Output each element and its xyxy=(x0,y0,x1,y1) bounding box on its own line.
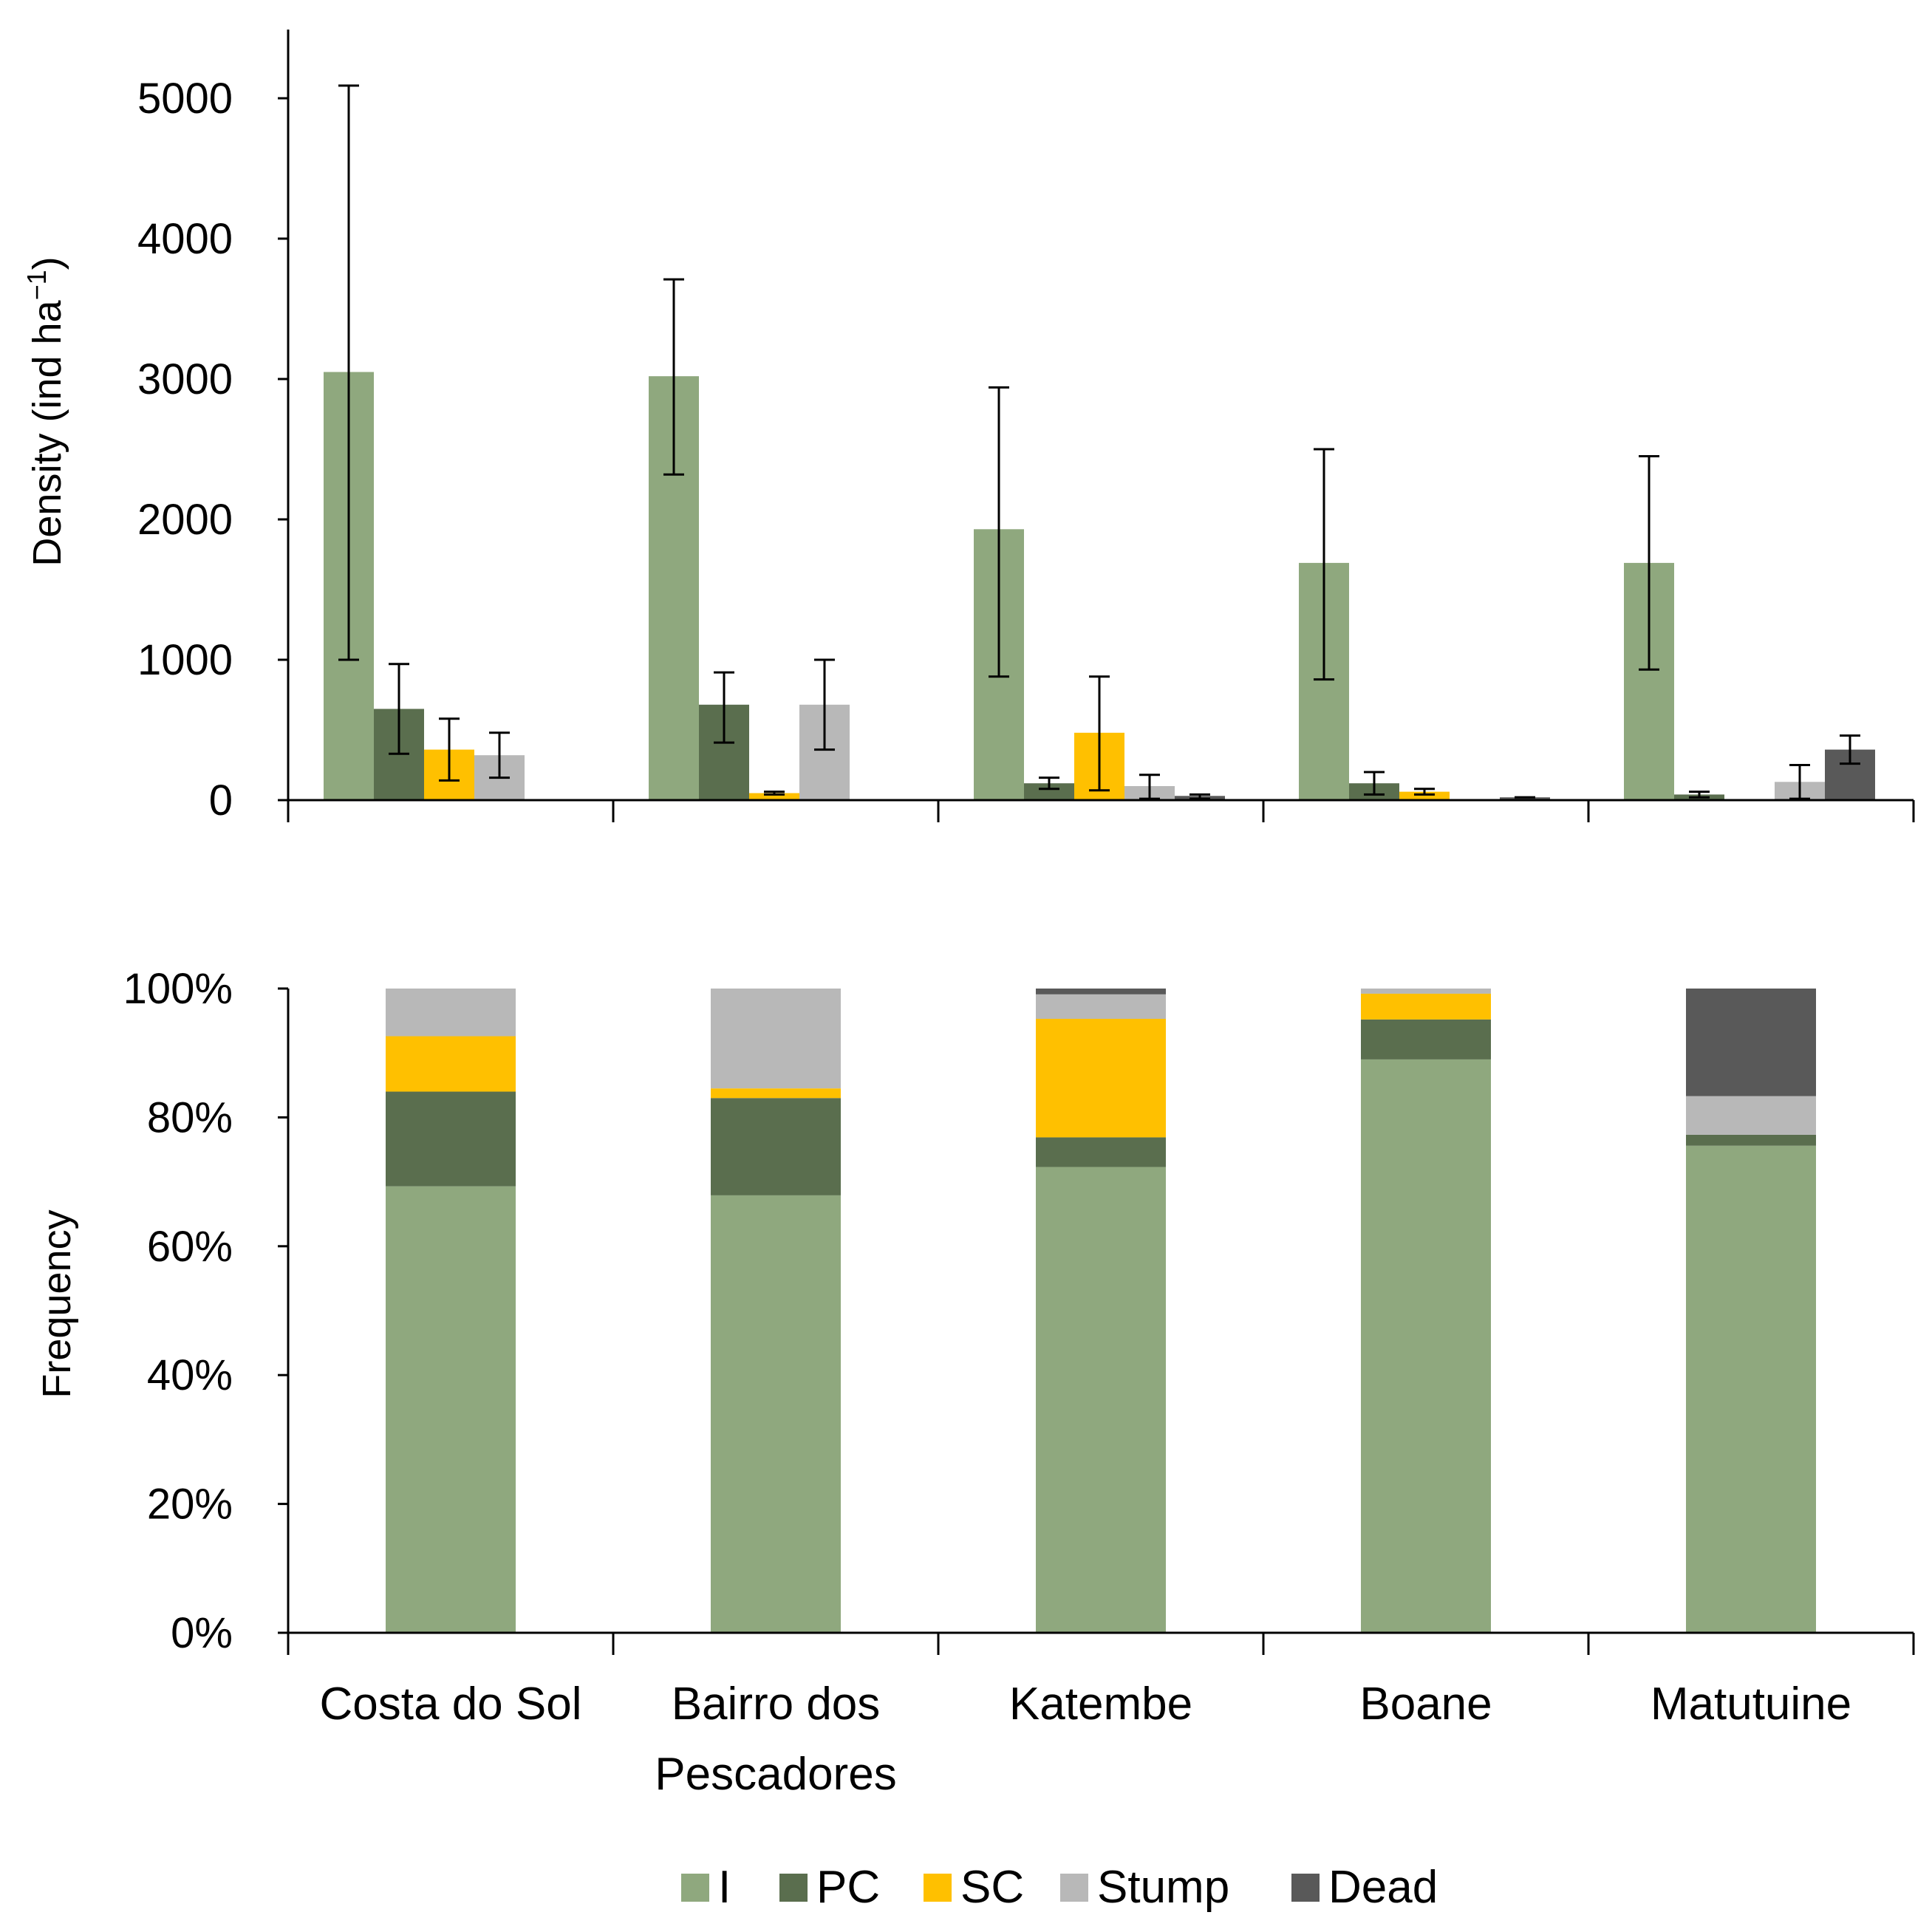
frequency-bar-sc-costa-do-sol xyxy=(386,1036,516,1092)
frequency-bar-pc-katembe xyxy=(1036,1137,1166,1167)
frequency-bar-pc-costa-do-sol xyxy=(386,1091,516,1187)
density-bar-pc-katembe xyxy=(1024,783,1074,800)
category-labels: Costa do Sol Bairro dos Pescadores Katembe B… xyxy=(320,1679,1852,1800)
legend-swatch-sc xyxy=(924,1874,952,1902)
legend-swatch-dead xyxy=(1291,1874,1320,1902)
frequency-y-axis-title: Frequency xyxy=(35,1209,79,1398)
frequency-bar-pc-bairro-dos-pescadores xyxy=(711,1098,841,1195)
category-label-bairro-dos-line2: Pescadores xyxy=(655,1749,896,1800)
frequency-y-tick-label: 40% xyxy=(147,1351,233,1399)
density-y-tick-label: 3000 xyxy=(137,355,233,403)
density-y-axis-title: Density (ind ha−1) xyxy=(21,256,69,566)
frequency-bars xyxy=(386,989,1816,1633)
density-bar-dead-boane xyxy=(1500,797,1550,800)
frequency-y-tick-label: 60% xyxy=(147,1223,233,1271)
frequency-bar-i-katembe xyxy=(1036,1167,1166,1633)
frequency-bar-stump-bairro-dos-pescadores xyxy=(711,989,841,1089)
density-y-axis-title-close: ) xyxy=(25,256,69,270)
category-label-matutuine: Matutuine xyxy=(1651,1679,1851,1730)
frequency-bar-sc-bairro-dos-pescadores xyxy=(711,1088,841,1099)
density-y-tick-label: 5000 xyxy=(137,75,233,123)
density-error-bars xyxy=(338,84,1860,800)
frequency-bar-stump-matutuine xyxy=(1686,1096,1816,1135)
frequency-y-tick-label: 20% xyxy=(147,1481,233,1529)
frequency-y-tick-label: 100% xyxy=(123,965,233,1013)
density-bar-sc-boane xyxy=(1399,791,1450,800)
legend-label-dead: Dead xyxy=(1328,1862,1438,1913)
density-axes: 0 1000 2000 3000 4000 5000 xyxy=(137,30,1915,825)
frequency-bar-stump-costa-do-sol xyxy=(386,989,516,1037)
density-y-axis-title-main: Density (ind ha xyxy=(25,299,69,566)
density-y-tick-label: 0 xyxy=(209,776,233,825)
category-label-katembe: Katembe xyxy=(1009,1679,1192,1730)
frequency-bar-i-bairro-dos-pescadores xyxy=(711,1195,841,1633)
legend: I PC SC Stump Dead xyxy=(681,1862,1438,1913)
frequency-bar-stump-katembe xyxy=(1036,994,1166,1019)
frequency-axes: 0% 20% 40% 60% 80% 100% xyxy=(123,965,1915,1657)
frequency-bar-sc-boane xyxy=(1361,993,1491,1020)
frequency-bar-i-costa-do-sol xyxy=(386,1186,516,1633)
legend-label-stump: Stump xyxy=(1097,1862,1229,1913)
category-label-costa-do-sol: Costa do Sol xyxy=(320,1679,582,1730)
legend-label-sc: SC xyxy=(960,1862,1024,1913)
density-y-tick-label: 2000 xyxy=(137,496,233,544)
frequency-bar-sc-katembe xyxy=(1036,1018,1166,1138)
frequency-bar-dead-matutuine xyxy=(1686,989,1816,1096)
legend-swatch-stump xyxy=(1060,1874,1088,1902)
density-bar-sc-bairro-dos-pescadores xyxy=(749,793,799,800)
frequency-bar-i-matutuine xyxy=(1686,1145,1816,1633)
frequency-bar-pc-boane xyxy=(1361,1019,1491,1059)
frequency-bar-dead-katembe xyxy=(1036,989,1166,994)
density-y-tick-label: 4000 xyxy=(137,215,233,263)
legend-swatch-pc xyxy=(779,1874,808,1902)
legend-label-pc: PC xyxy=(816,1862,880,1913)
legend-swatch-i xyxy=(681,1874,709,1902)
density-y-tick-label: 1000 xyxy=(137,636,233,684)
frequency-bar-pc-matutuine xyxy=(1686,1134,1816,1146)
density-panel: 0 1000 2000 3000 4000 5000 Density (ind ha−1) xyxy=(21,30,1915,825)
category-label-boane: Boane xyxy=(1359,1679,1492,1730)
frequency-y-tick-label: 80% xyxy=(147,1093,233,1141)
category-label-bairro-dos: Bairro dos xyxy=(672,1679,881,1730)
frequency-y-tick-label: 0% xyxy=(171,1609,233,1657)
density-y-axis-title-superscript: −1 xyxy=(21,270,52,300)
frequency-bar-stump-boane xyxy=(1361,989,1491,994)
frequency-bar-i-boane xyxy=(1361,1059,1491,1633)
legend-label-i: I xyxy=(718,1862,731,1913)
frequency-panel: 0% 20% 40% 60% 80% 100% Frequency xyxy=(35,965,1915,1657)
